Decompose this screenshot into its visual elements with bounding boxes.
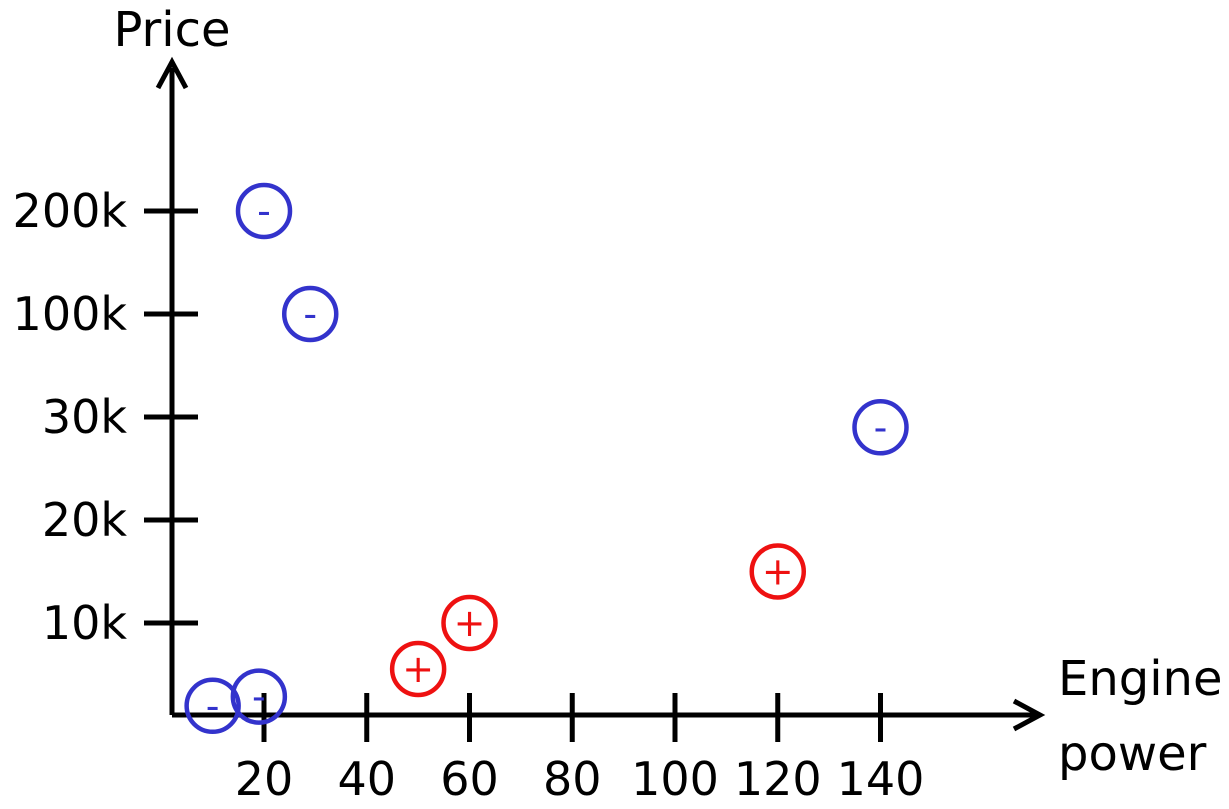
x-tick-label: 100 [631, 752, 719, 806]
y-tick-label: 10k [42, 596, 128, 650]
point-circle [281, 285, 339, 343]
x-ticks: 20 40 60 80 100 120 140 [235, 693, 925, 806]
negative-point: - [235, 182, 293, 240]
point-symbol: - [874, 405, 888, 449]
point-symbol: - [303, 292, 317, 336]
negative-point: - [852, 399, 909, 456]
negative-point: - [281, 285, 339, 343]
x-tick-label: 60 [440, 752, 499, 806]
negative-point: - [230, 668, 288, 725]
y-ticks: 10k 20k 30k 100k 200k [13, 184, 198, 650]
x-tick-label: 40 [337, 752, 396, 806]
point-symbol: + [402, 647, 434, 691]
point-symbol: - [257, 189, 271, 233]
negative-point: - [184, 677, 241, 735]
x-tick-label: 120 [734, 752, 822, 806]
data-points: - ----+++ [184, 182, 909, 735]
x-axis-title-line2: power [1058, 726, 1207, 782]
point-circle [749, 543, 806, 600]
x-tick-label: 20 [235, 752, 294, 806]
point-symbol: - [252, 675, 266, 719]
point-circle [389, 640, 447, 698]
x-axis-title-line1: Engine [1058, 651, 1223, 707]
y-tick-label: 200k [13, 184, 128, 238]
point-symbol: + [454, 601, 486, 645]
point-symbol: + [762, 550, 794, 594]
point-circle [184, 677, 241, 735]
point-symbol: - [206, 684, 220, 728]
x-tick-label: 80 [543, 752, 602, 806]
y-tick-label: 20k [42, 493, 128, 547]
y-axis [155, 56, 189, 715]
x-tick-label: 140 [837, 752, 925, 806]
positive-point: + [389, 640, 447, 698]
x-axis [172, 698, 1046, 732]
y-axis-title: Price [113, 2, 230, 58]
point-circle [441, 594, 498, 652]
y-tick-label: 30k [42, 390, 128, 444]
positive-point: + [749, 543, 806, 600]
y-tick-label: 100k [13, 287, 128, 341]
positive-point: + [441, 594, 498, 652]
point-circle [230, 668, 288, 725]
point-circle [235, 182, 293, 240]
point-circle [852, 399, 909, 456]
